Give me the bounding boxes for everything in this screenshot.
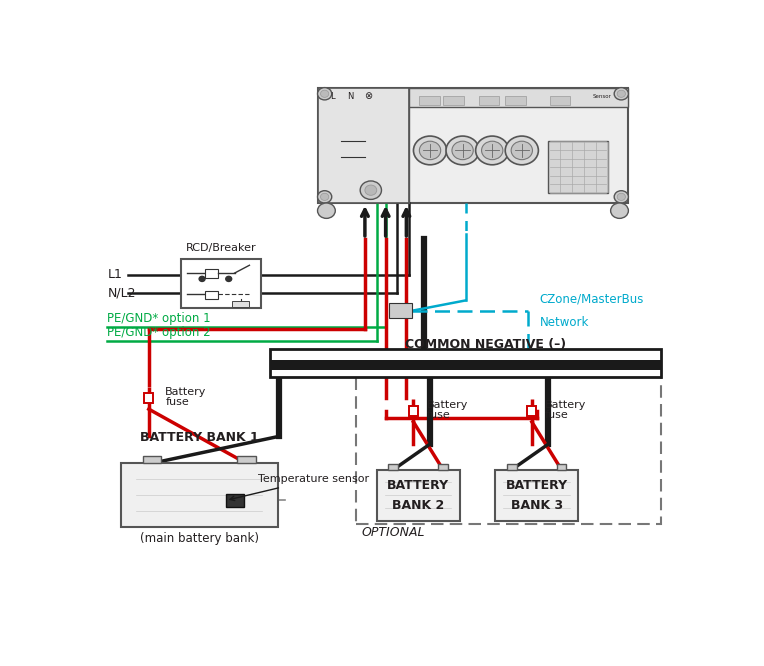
Text: CZone/MasterBus: CZone/MasterBus (539, 292, 644, 306)
Circle shape (617, 90, 626, 97)
Text: fuse: fuse (545, 410, 568, 420)
Circle shape (610, 203, 628, 218)
Text: N: N (347, 92, 353, 101)
Circle shape (318, 190, 332, 203)
Text: Battery: Battery (426, 400, 468, 410)
Bar (549, 97, 571, 105)
Circle shape (321, 193, 329, 200)
Bar (438, 464, 448, 470)
Text: L1: L1 (107, 268, 122, 281)
Text: PE/GND* option 2: PE/GND* option 2 (107, 326, 211, 339)
Bar (270, 349, 661, 378)
Bar (356, 362, 661, 523)
Text: BATTERY: BATTERY (506, 479, 568, 492)
Bar (377, 470, 460, 521)
Text: COMMON NEGATIVE (–): COMMON NEGATIVE (–) (405, 338, 565, 351)
Text: Battery: Battery (545, 400, 586, 410)
Bar (144, 393, 154, 403)
Text: RCD/Breaker: RCD/Breaker (186, 243, 257, 253)
Text: L: L (330, 92, 335, 101)
Bar (507, 464, 516, 470)
Bar (443, 97, 464, 105)
Bar (388, 464, 398, 470)
Text: N/L2: N/L2 (107, 286, 136, 299)
Bar (505, 97, 526, 105)
Text: ⊗: ⊗ (364, 91, 372, 101)
Circle shape (476, 136, 509, 165)
Bar (270, 360, 661, 370)
Bar (419, 97, 440, 105)
Bar (556, 464, 566, 470)
Text: BANK 3: BANK 3 (510, 499, 562, 512)
Bar (205, 269, 218, 278)
Bar (318, 88, 629, 107)
Text: BATTERY: BATTERY (387, 479, 449, 492)
Text: PE/GND* option 1: PE/GND* option 1 (107, 312, 211, 324)
Text: fuse: fuse (165, 397, 189, 407)
Circle shape (360, 181, 381, 199)
Bar (205, 290, 218, 299)
Circle shape (419, 141, 441, 160)
Circle shape (199, 276, 205, 282)
Circle shape (365, 185, 377, 195)
Bar (495, 470, 578, 521)
Text: Temperature sensor: Temperature sensor (230, 474, 370, 501)
Text: fuse: fuse (426, 410, 450, 420)
Circle shape (318, 203, 335, 218)
Circle shape (226, 276, 231, 282)
Bar (527, 406, 536, 416)
Circle shape (452, 141, 473, 160)
Bar (318, 88, 410, 203)
Bar (237, 456, 256, 464)
Circle shape (505, 136, 539, 165)
Text: BANK 2: BANK 2 (392, 499, 445, 512)
Bar (318, 88, 629, 203)
Bar (478, 97, 500, 105)
Circle shape (614, 190, 628, 203)
Circle shape (617, 193, 626, 200)
Text: (main battery bank): (main battery bank) (140, 533, 259, 545)
Circle shape (446, 136, 479, 165)
Bar (231, 301, 249, 307)
Circle shape (321, 90, 329, 97)
Bar (409, 406, 418, 416)
Circle shape (511, 141, 533, 160)
Text: Sensor: Sensor (592, 94, 611, 99)
Bar (121, 464, 277, 527)
Circle shape (614, 88, 628, 100)
Bar (181, 259, 261, 308)
Text: BATTERY BANK 1: BATTERY BANK 1 (140, 431, 258, 444)
Text: OPTIONAL: OPTIONAL (362, 526, 426, 539)
Bar (389, 303, 413, 318)
Circle shape (318, 88, 332, 100)
Bar (226, 494, 244, 507)
Circle shape (413, 136, 447, 165)
Text: Network: Network (539, 316, 589, 329)
Bar (549, 141, 607, 192)
Bar (143, 456, 161, 464)
Text: Battery: Battery (165, 387, 207, 397)
Circle shape (481, 141, 503, 160)
